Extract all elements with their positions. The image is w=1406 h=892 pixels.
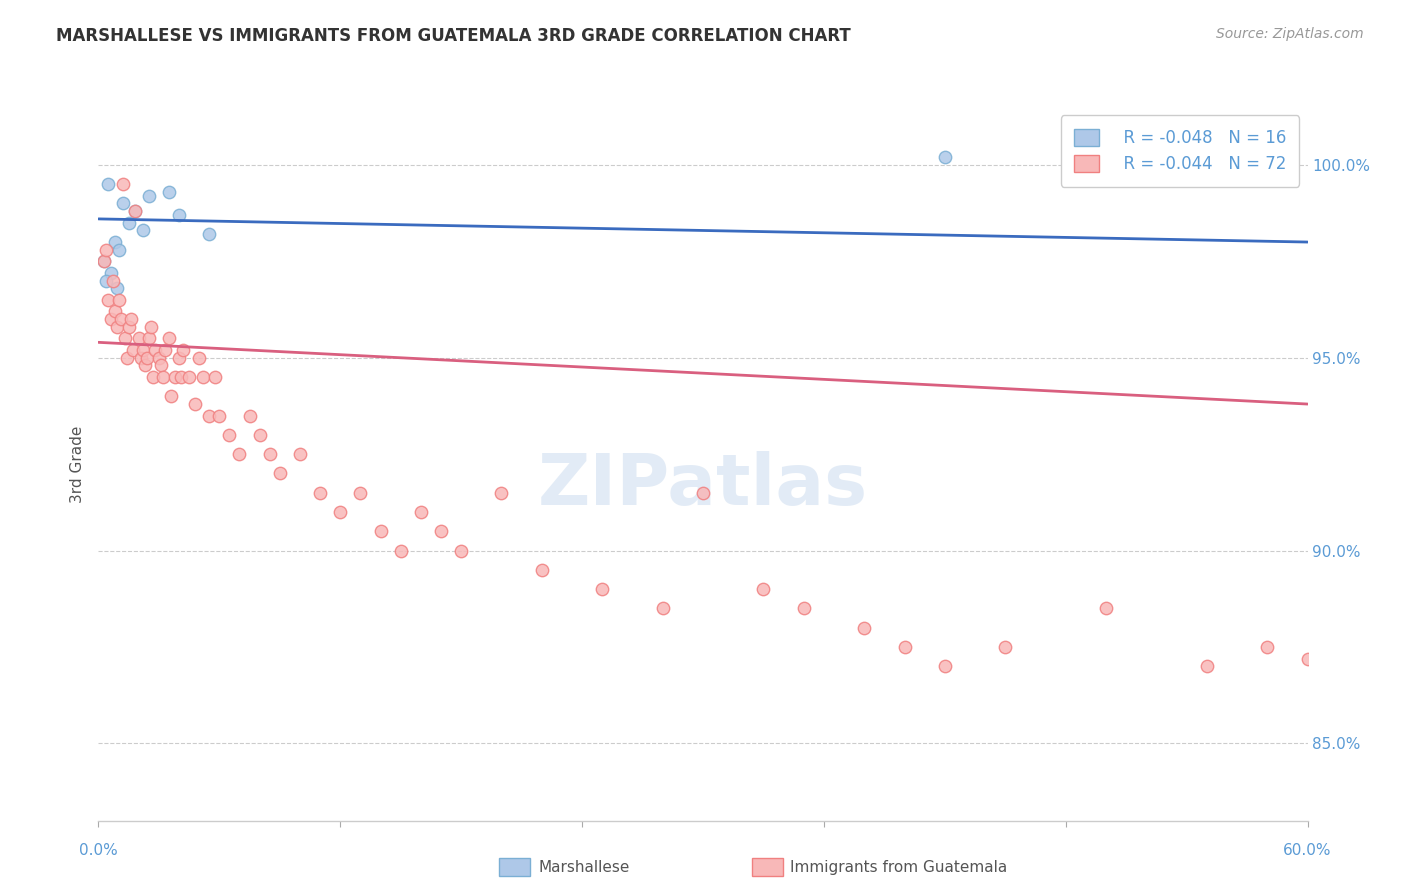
Point — [103, 304, 125, 318]
Point — [1195, 659, 1218, 673]
Legend:   R = -0.048   N = 16,   R = -0.044   N = 72: R = -0.048 N = 16, R = -0.044 N = 72 — [1062, 115, 1299, 186]
Point — [167, 208, 190, 222]
Point — [491, 485, 513, 500]
Text: 60.0%: 60.0% — [1284, 843, 1331, 858]
Point — [409, 505, 432, 519]
Point — [430, 524, 453, 539]
Point — [188, 351, 211, 365]
Point — [111, 196, 134, 211]
Point — [184, 397, 207, 411]
Text: ZIPatlas: ZIPatlas — [538, 450, 868, 520]
Point — [128, 331, 150, 345]
Point — [103, 235, 125, 249]
Point — [105, 319, 128, 334]
Point — [204, 370, 226, 384]
Point — [124, 204, 146, 219]
Point — [101, 274, 124, 288]
Point — [121, 343, 143, 357]
Point — [138, 331, 160, 345]
Point — [1095, 601, 1118, 615]
Text: Source: ZipAtlas.com: Source: ZipAtlas.com — [1216, 27, 1364, 41]
Point — [591, 582, 613, 597]
Point — [193, 370, 215, 384]
Point — [139, 319, 162, 334]
Point — [138, 188, 160, 202]
Point — [132, 343, 155, 357]
Point — [530, 563, 553, 577]
Point — [96, 243, 118, 257]
Point — [198, 409, 221, 423]
Point — [96, 274, 118, 288]
Point — [124, 204, 146, 219]
Point — [218, 428, 240, 442]
Point — [129, 351, 152, 365]
Point — [309, 485, 332, 500]
Text: Marshallese: Marshallese — [538, 861, 630, 875]
Point — [259, 447, 281, 461]
Point — [288, 447, 311, 461]
Point — [349, 485, 371, 500]
Point — [651, 601, 673, 615]
Point — [239, 409, 262, 423]
Point — [111, 177, 134, 191]
Point — [132, 223, 155, 237]
Point — [120, 312, 142, 326]
Point — [153, 343, 176, 357]
Point — [100, 266, 122, 280]
Text: 0.0%: 0.0% — [79, 843, 118, 858]
Text: MARSHALLESE VS IMMIGRANTS FROM GUATEMALA 3RD GRADE CORRELATION CHART: MARSHALLESE VS IMMIGRANTS FROM GUATEMALA… — [56, 27, 851, 45]
Point — [752, 582, 775, 597]
Point — [329, 505, 352, 519]
Point — [107, 293, 129, 307]
Point — [149, 359, 172, 373]
Point — [93, 254, 115, 268]
Point — [135, 351, 157, 365]
Point — [97, 177, 120, 191]
Text: Immigrants from Guatemala: Immigrants from Guatemala — [790, 861, 1008, 875]
Point — [163, 370, 186, 384]
Point — [100, 312, 122, 326]
Point — [172, 343, 194, 357]
Point — [157, 331, 180, 345]
Point — [370, 524, 392, 539]
Point — [93, 254, 115, 268]
Point — [692, 485, 714, 500]
Point — [160, 389, 183, 403]
Point — [853, 621, 876, 635]
Point — [107, 243, 129, 257]
Point — [170, 370, 193, 384]
Point — [228, 447, 250, 461]
Point — [269, 467, 291, 481]
Point — [208, 409, 231, 423]
Point — [198, 227, 221, 242]
Point — [134, 359, 156, 373]
Point — [1256, 640, 1278, 654]
Y-axis label: 3rd Grade: 3rd Grade — [70, 425, 86, 502]
Point — [148, 351, 170, 365]
Point — [389, 543, 412, 558]
Point — [249, 428, 271, 442]
Point — [110, 312, 132, 326]
Point — [793, 601, 815, 615]
Point — [143, 343, 166, 357]
Point — [994, 640, 1017, 654]
Point — [142, 370, 165, 384]
Point — [893, 640, 915, 654]
Point — [97, 293, 120, 307]
Point — [105, 281, 128, 295]
Point — [157, 185, 180, 199]
Point — [114, 331, 136, 345]
Point — [167, 351, 190, 365]
Point — [118, 319, 141, 334]
Point — [179, 370, 201, 384]
Point — [1296, 651, 1319, 665]
Point — [934, 150, 956, 164]
Point — [118, 216, 141, 230]
Point — [115, 351, 138, 365]
Point — [152, 370, 174, 384]
Point — [450, 543, 472, 558]
Point — [934, 659, 956, 673]
